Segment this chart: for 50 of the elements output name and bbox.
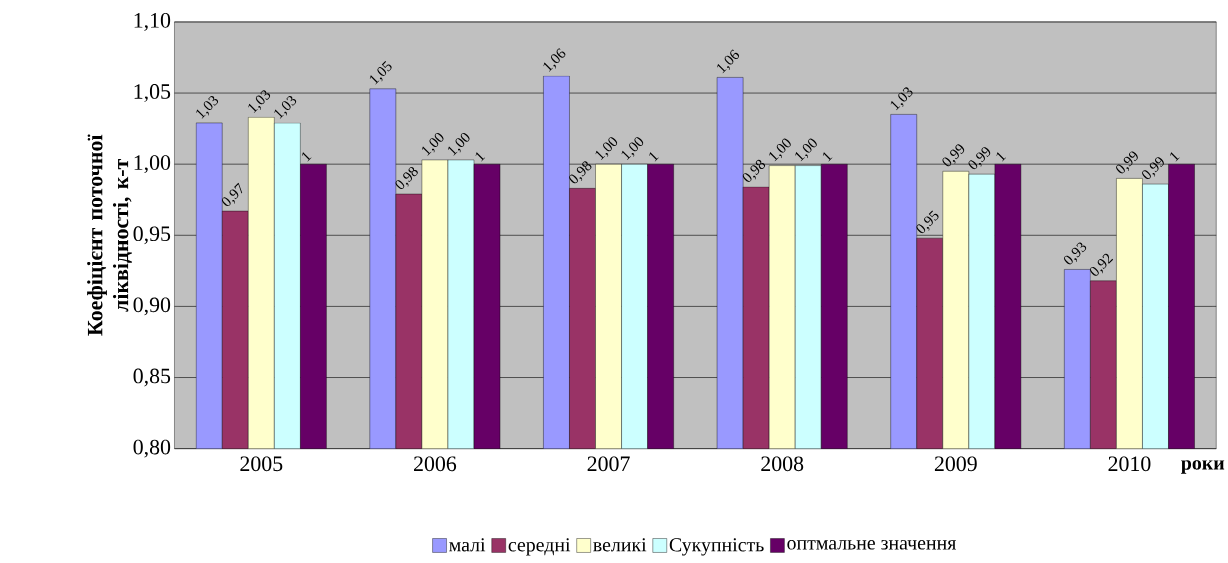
y-tick-label: 0,85 xyxy=(133,368,171,387)
x-tick-label: 2010 xyxy=(1108,456,1151,471)
legend-label: великі xyxy=(593,538,647,552)
data-label: 0,92 xyxy=(1090,253,1114,276)
x-tick-label: 2005 xyxy=(240,456,283,471)
data-label: 1,00 xyxy=(769,138,791,162)
data-label: 0,98 xyxy=(742,159,766,182)
y-axis-title: Коефіцієнт поточної ліквідності, к-т xyxy=(87,134,132,336)
data-label: 0,99 xyxy=(968,147,991,169)
data-label: 0,98 xyxy=(569,161,592,184)
legend-label: оптмальне значення xyxy=(787,539,956,550)
data-label: 1 xyxy=(1170,152,1180,162)
data-label: 1 xyxy=(649,152,659,162)
y-tick-label: 0,80 xyxy=(133,439,171,458)
legend-label: середні xyxy=(508,538,571,556)
data-label: 0,99 xyxy=(1142,156,1164,179)
data-label: 0,98 xyxy=(395,166,418,189)
data-label: 1,00 xyxy=(421,132,444,156)
x-tick-label: 2006 xyxy=(414,456,457,471)
legend-label: Сукупність xyxy=(669,538,764,556)
y-tick-label: 0,95 xyxy=(133,226,171,245)
data-label: 1,03 xyxy=(890,87,913,111)
y-tick-label: 1,05 xyxy=(134,83,171,102)
data-label: 1,00 xyxy=(621,137,644,160)
data-label: 0,99 xyxy=(942,144,965,167)
y-tick-label: 1,00 xyxy=(134,155,171,173)
data-label: 1,06 xyxy=(717,49,740,74)
data-label: 1,06 xyxy=(543,48,566,72)
y-tick-label: 1,10 xyxy=(134,12,171,31)
data-label: 1,00 xyxy=(795,138,817,162)
data-label: 0,99 xyxy=(1116,151,1138,174)
data-label: 1 xyxy=(822,152,833,162)
legend-label: малі xyxy=(449,538,486,552)
data-label: 0,97 xyxy=(221,182,243,206)
x-tick-label: 2007 xyxy=(587,456,630,471)
data-label: 1 xyxy=(302,152,312,162)
data-label: 1,00 xyxy=(447,132,470,156)
data-label: 0,93 xyxy=(1063,242,1087,265)
x-axis-title: роки xyxy=(1181,459,1225,474)
data-label: 1,00 xyxy=(595,137,618,160)
data-label: 1 xyxy=(996,152,1007,162)
data-label: 0,95 xyxy=(916,210,939,233)
data-label: 1,05 xyxy=(369,60,392,85)
data-label: 1,03 xyxy=(196,95,219,119)
x-tick-label: 2008 xyxy=(761,456,804,471)
data-label: 1 xyxy=(475,152,486,162)
data-label: 1,03 xyxy=(248,90,271,113)
data-label: 1,03 xyxy=(274,95,297,119)
y-tick-label: 0,90 xyxy=(133,297,171,316)
x-tick-label: 2009 xyxy=(934,456,977,471)
